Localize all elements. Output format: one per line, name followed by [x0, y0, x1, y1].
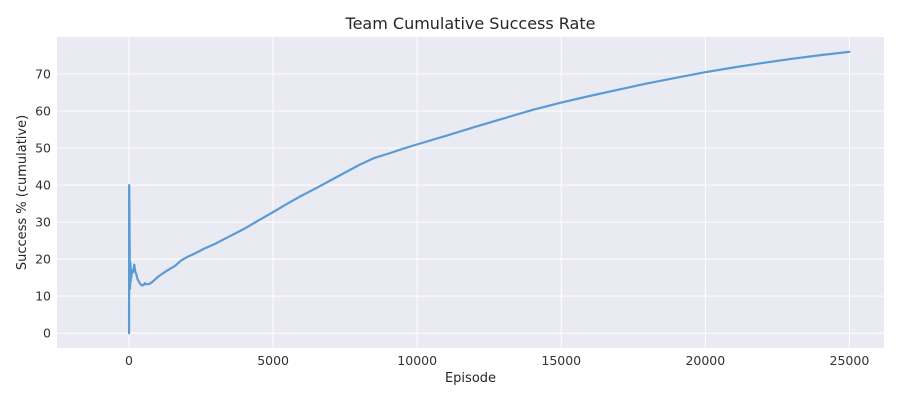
grid [57, 37, 884, 348]
y-axis-label: Success % (cumulative) [15, 115, 30, 270]
series-line [127, 50, 851, 335]
x-tick-label: 25000 [830, 353, 870, 368]
x-axis-label: Episode [445, 371, 496, 386]
y-tick-label: 0 [43, 326, 51, 341]
y-tick-label: 50 [35, 141, 51, 156]
y-tick-label: 60 [35, 104, 51, 119]
x-tick-label: 10000 [397, 353, 437, 368]
x-tick-label: 5000 [257, 353, 289, 368]
x-axis-ticks: 0 5000 10000 15000 20000 25000 [125, 353, 869, 368]
plot-area [57, 37, 884, 348]
y-tick-label: 70 [35, 67, 51, 82]
y-axis-ticks: 0 10 20 30 40 50 60 70 [35, 67, 51, 341]
y-tick-label: 10 [35, 289, 51, 304]
x-tick-label: 15000 [541, 353, 581, 368]
y-tick-label: 20 [35, 252, 51, 267]
y-tick-label: 40 [35, 178, 51, 193]
y-tick-label: 30 [35, 215, 51, 230]
x-tick-label: 0 [125, 353, 133, 368]
chart-title: Team Cumulative Success Rate [345, 14, 596, 33]
x-tick-label: 20000 [685, 353, 725, 368]
